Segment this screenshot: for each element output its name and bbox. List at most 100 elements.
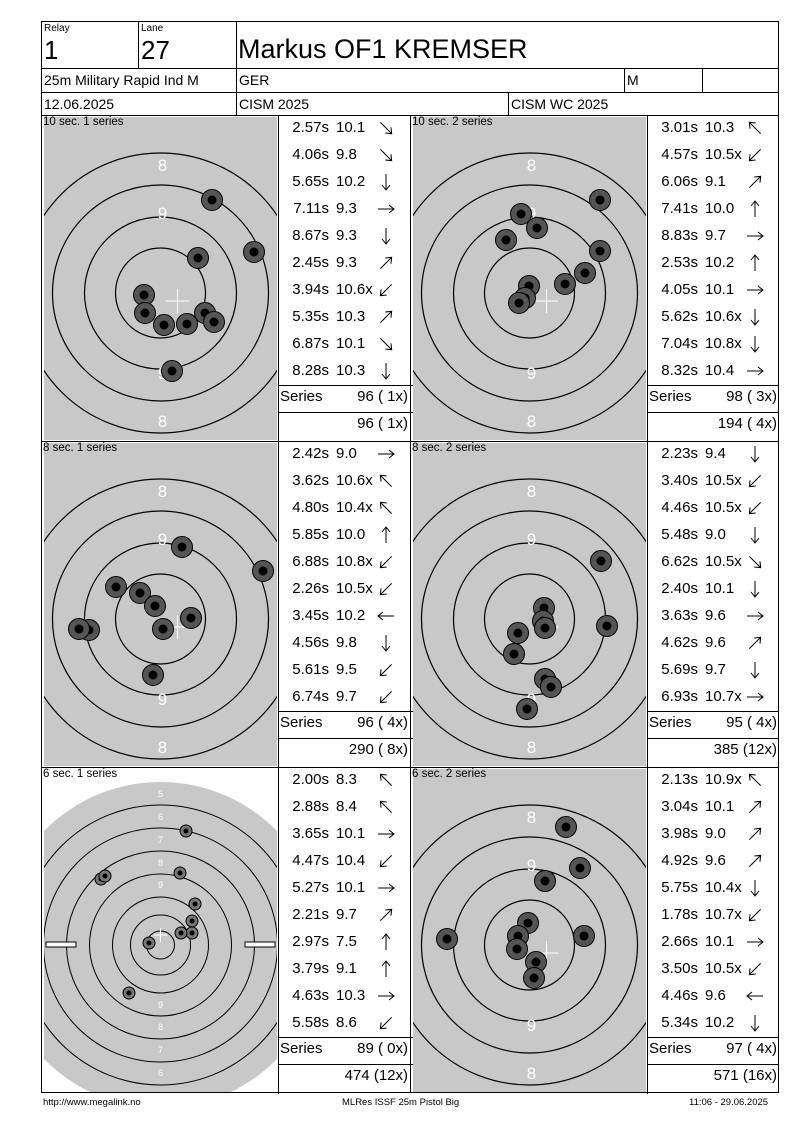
shot-value: 9.6 <box>705 607 726 624</box>
shot-row: 6.88s 10.8x <box>279 548 409 575</box>
shot-hole <box>153 314 175 336</box>
ring-number: 8 <box>158 412 167 431</box>
shot-value: 9.3 <box>336 227 357 244</box>
direction-arrow-icon <box>375 444 397 464</box>
shot-time: 6.88s <box>292 553 329 570</box>
footer-program: MLRes ISSF 25m Pistol Big <box>342 1097 460 1108</box>
direction-arrow-icon <box>744 172 766 192</box>
shot-hole <box>596 615 618 637</box>
shot-value: 10.6x <box>705 308 742 325</box>
shooter-name: Markus OF1 KREMSER <box>238 34 528 64</box>
shot-value: 10.2 <box>336 607 366 624</box>
shot-hole <box>506 938 528 960</box>
shot-row: 4.47s 10.4 <box>279 847 409 874</box>
shot-hole <box>569 857 591 879</box>
shot-hole <box>176 313 198 335</box>
direction-arrow-icon <box>375 797 397 817</box>
shot-time: 2.97s <box>292 933 329 950</box>
shot-time: 5.27s <box>292 879 329 896</box>
shot-value: 9.0 <box>336 445 357 462</box>
running-total: 96 ( 1x) <box>357 415 408 432</box>
shot-value: 10.4 <box>336 852 366 869</box>
ring-number: 9 <box>158 880 163 890</box>
running-total: 290 ( 8x) <box>348 741 408 758</box>
shot-hole <box>436 928 458 950</box>
shot-hole <box>122 986 136 1000</box>
shot-time: 3.98s <box>661 825 698 842</box>
shot-time: 6.93s <box>661 688 698 705</box>
direction-arrow-icon <box>375 471 397 491</box>
shot-row: 8.67s 9.3 <box>279 222 409 249</box>
shot-row: 3.63s 9.6 <box>648 602 778 629</box>
shot-value: 9.7 <box>336 906 357 923</box>
shot-row: 2.40s 10.1 <box>648 575 778 602</box>
shot-hole <box>507 622 529 644</box>
shot-row: 2.45s 9.3 <box>279 249 409 276</box>
shot-row: 2.26s 10.5x <box>279 575 409 602</box>
shot-row: 3.45s 10.2 <box>279 602 409 629</box>
series-title: 10 sec. 1 series <box>43 116 124 128</box>
shot-time: 3.63s <box>661 607 698 624</box>
shot-value: 8.3 <box>336 771 357 788</box>
shot-value: 10.5x <box>705 553 742 570</box>
ring-number: 8 <box>527 1064 536 1083</box>
ring-number: 8 <box>158 738 167 757</box>
shot-row: 5.75s 10.4x <box>648 874 778 901</box>
series-score: 89 ( 0x) <box>357 1040 408 1057</box>
shot-time: 6.74s <box>292 688 329 705</box>
direction-arrow-icon <box>375 307 397 327</box>
shot-row: 4.56s 9.8 <box>279 629 409 656</box>
running-total: 571 (16x) <box>713 1067 777 1084</box>
shot-hole <box>185 914 199 928</box>
shot-row: 3.62s 10.6x <box>279 467 409 494</box>
shot-time: 6.62s <box>661 553 698 570</box>
shot-time: 7.41s <box>661 200 698 217</box>
shot-row: 3.50s 10.5x <box>648 955 778 982</box>
shot-time: 8.83s <box>661 227 698 244</box>
ring-number: 6 <box>158 1068 163 1078</box>
shot-time: 3.01s <box>661 119 698 136</box>
direction-arrow-icon <box>375 687 397 707</box>
shot-row: 7.41s 10.0 <box>648 195 778 222</box>
direction-arrow-icon <box>375 579 397 599</box>
shot-hole <box>173 866 187 880</box>
direction-arrow-icon <box>744 770 766 790</box>
shot-time: 5.61s <box>292 661 329 678</box>
shot-time: 2.88s <box>292 798 329 815</box>
shot-value: 10.5x <box>705 146 742 163</box>
shot-value: 9.6 <box>705 987 726 1004</box>
shot-value: 9.4 <box>705 445 726 462</box>
relay-value: 1 <box>44 35 59 65</box>
shot-row: 4.80s 10.4x <box>279 494 409 521</box>
direction-arrow-icon <box>744 606 766 626</box>
shot-value: 8.6 <box>336 1014 357 1031</box>
series-title: 8 sec. 2 series <box>412 442 487 454</box>
shot-row: 3.01s 10.3 <box>648 114 778 141</box>
direction-arrow-icon <box>744 687 766 707</box>
direction-arrow-icon <box>375 552 397 572</box>
shot-time: 5.48s <box>661 526 698 543</box>
direction-arrow-icon <box>375 606 397 626</box>
shot-time: 4.80s <box>292 499 329 516</box>
direction-arrow-icon <box>744 986 766 1006</box>
shot-time: 3.79s <box>292 960 329 977</box>
direction-arrow-icon <box>375 280 397 300</box>
shot-time: 8.32s <box>661 362 698 379</box>
shot-time: 3.94s <box>292 281 329 298</box>
shot-row: 3.94s 10.6x <box>279 276 409 303</box>
shot-hole <box>142 936 156 950</box>
shot-row: 7.04s 10.8x <box>648 330 778 357</box>
shot-time: 1.78s <box>661 906 698 923</box>
shot-value: 10.1 <box>705 798 735 815</box>
direction-arrow-icon <box>375 118 397 138</box>
footer-url[interactable]: http://www.megalink.no <box>43 1097 141 1108</box>
shot-hole <box>98 869 112 883</box>
shot-value: 9.3 <box>336 200 357 217</box>
ring-number: 8 <box>527 738 536 757</box>
direction-arrow-icon <box>744 579 766 599</box>
shot-hole <box>174 926 188 940</box>
shot-value: 9.5 <box>336 661 357 678</box>
